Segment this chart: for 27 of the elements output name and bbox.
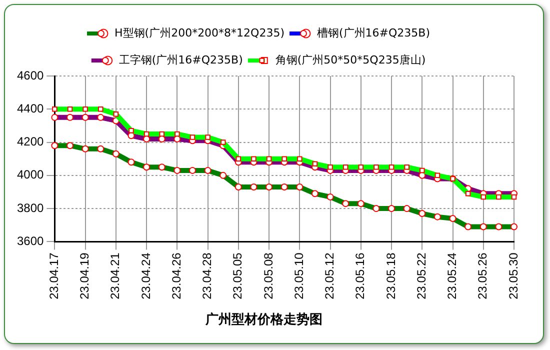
y-tick-label: 4400 [16, 101, 44, 116]
legend-label: H型钢(广州200*200*8*12Q235) [114, 26, 285, 40]
y-tick-label: 3600 [16, 234, 44, 248]
y-tick-label: 4000 [16, 168, 44, 182]
x-tick-label: 23.04.24 [138, 252, 153, 300]
x-tick-label: 23.04.17 [47, 252, 62, 300]
x-tick-label: 23.05.12 [322, 252, 337, 300]
legend-label: 工字钢(广州16#Q235B) [118, 53, 243, 66]
x-tick-label: 23.04.28 [200, 252, 214, 300]
text: 广州型材价格走势图 [204, 312, 322, 328]
y-tick-label: 4200 [16, 134, 44, 149]
legend-label: 角钢(广州50*50*5Q235唐山) [275, 53, 426, 66]
legend-label: 槽钢(广州16#Q235B) [317, 26, 430, 40]
x-tick-label: 23.05.26 [476, 252, 490, 300]
x-tick-label: 23.04.21 [108, 252, 122, 300]
y-tick-label: 3800 [16, 200, 44, 215]
x-tick-label: 23.05.08 [261, 252, 276, 300]
x-tick-label: 23.05.05 [230, 252, 245, 300]
x-tick-label: 23.05.22 [414, 252, 428, 300]
x-tick-label: 23.05.10 [292, 252, 306, 300]
x-tick-label: 23.05.30 [506, 252, 520, 300]
x-tick-label: 23.05.18 [384, 252, 398, 300]
x-tick-label: 23.04.26 [169, 252, 184, 300]
x-tick-label: 23.05.16 [353, 252, 368, 300]
x-tick-label: 23.05.24 [445, 252, 460, 300]
x-tick-label: 23.04.19 [78, 252, 92, 300]
y-tick-label: 4600 [16, 68, 44, 82]
